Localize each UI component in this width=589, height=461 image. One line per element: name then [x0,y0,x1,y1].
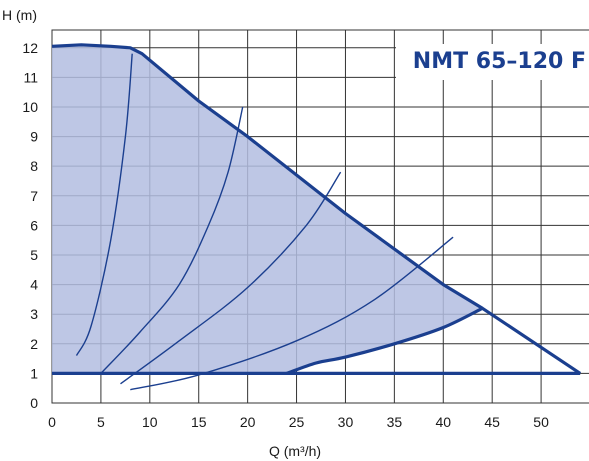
x-tick-label: 35 [387,414,403,430]
system-curve-line [75,53,133,356]
system-curve-line [130,236,454,391]
max-curve-line [51,43,582,375]
x-tick-label: 45 [484,414,500,430]
x-tick-label: 30 [338,414,354,430]
x-tick-label: 0 [48,414,56,430]
y-tick-label: 4 [30,277,38,293]
system-curve-line [100,106,244,374]
x-tick-label: 10 [142,414,158,430]
x-tick-label: 40 [435,414,451,430]
chart-title: NMT 65–120 F [413,49,586,74]
y-tick-label: 8 [30,158,38,174]
y-tick-label: 11 [23,69,38,85]
min-curve-line [286,306,484,375]
operating-region [52,44,483,374]
x-tick-label: 15 [191,414,207,430]
y-tick-label: 3 [30,306,38,322]
y-tick-label: 7 [30,188,38,204]
y-tick-label: 0 [30,395,38,411]
y-tick-label: 1 [30,365,38,381]
x-tick-label: 25 [289,414,305,430]
y-tick-label: 6 [30,217,38,233]
y-tick-label: 5 [30,247,38,263]
x-tick-label: 5 [97,414,105,430]
y-tick-label: 2 [30,336,38,352]
y-tick-label: 10 [22,99,38,115]
x-tick-label: 50 [533,414,549,430]
chart-title-box [396,44,589,80]
y-tick-label: 9 [30,129,38,145]
y-tick-label: 12 [22,40,38,56]
x-axis-title: Q (m³/h) [269,443,321,459]
x-tick-label: 20 [240,414,256,430]
y-axis-title: H (m) [2,7,37,23]
series-layer [51,43,582,391]
system-curve-line [120,171,342,385]
